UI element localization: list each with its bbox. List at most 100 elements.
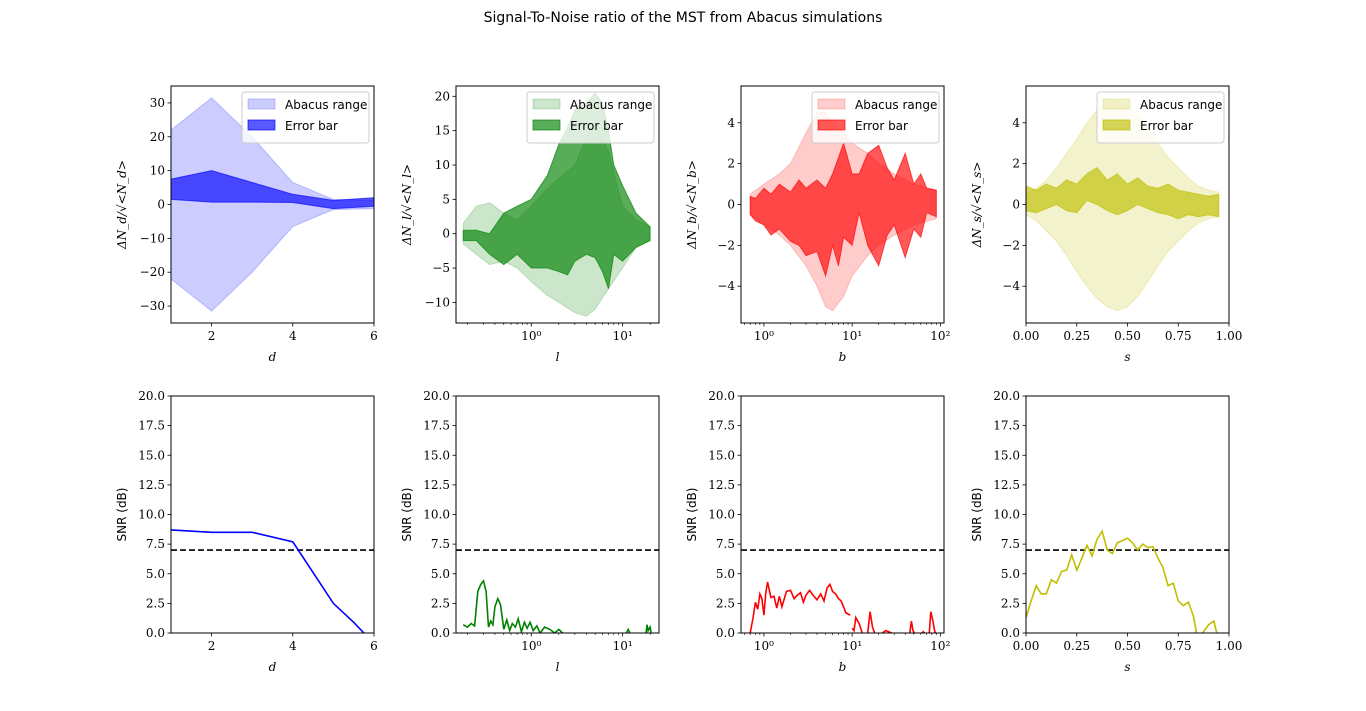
legend-swatch [1102, 119, 1131, 131]
snr-line-segment [851, 615, 863, 633]
legend-swatch [817, 98, 846, 110]
legend-label: Error bar [570, 119, 623, 133]
legend: Abacus range Error bar [811, 91, 940, 144]
y-tick-label: −4 [717, 279, 735, 293]
x-tick-label: 0.50 [1114, 639, 1141, 653]
y-tick-label: 0 [1012, 198, 1020, 212]
y-tick-label: 4 [727, 116, 735, 130]
y-tick-label: 20.0 [993, 389, 1020, 403]
y-tick-label: −10 [425, 295, 450, 309]
y-tick-label: 15 [435, 124, 450, 138]
y-axis-label: ΔN_d/√<N_d> [115, 160, 129, 250]
y-tick-label: 10.0 [423, 508, 450, 522]
y-axis-label: SNR (dB) [970, 488, 984, 542]
snr-line-segment [866, 611, 876, 633]
x-axis-label: s [1124, 350, 1130, 364]
snr-line-segment [881, 629, 892, 633]
y-tick-label: 20 [150, 130, 165, 144]
snr-line-segment [625, 627, 631, 633]
x-tick-label: 4 [289, 639, 297, 653]
figure-title: Signal-To-Noise ratio of the MST from Ab… [483, 10, 883, 26]
legend: Abacus range Error bar [1096, 91, 1225, 144]
y-tick-label: 15.0 [993, 448, 1020, 462]
x-axis-label: s [1124, 660, 1130, 674]
x-tick-label: 10⁰ [754, 329, 774, 343]
y-tick-label: 7.5 [431, 537, 450, 551]
y-tick-label: −10 [140, 231, 165, 245]
x-axis-label: b [839, 660, 847, 674]
y-tick-label: 20.0 [138, 389, 165, 403]
x-tick-label: 1.00 [1216, 329, 1243, 343]
y-tick-label: 15.0 [138, 448, 165, 462]
legend-swatch [532, 98, 561, 110]
plot-area [456, 549, 659, 633]
y-tick-label: 17.5 [423, 419, 450, 433]
y-tick-label: −2 [1002, 238, 1020, 252]
x-tick-label: 10² [930, 329, 950, 343]
plot-area [741, 549, 944, 633]
axes-frame [455, 85, 660, 324]
y-tick-label: 17.5 [708, 419, 735, 433]
y-tick-label: 10.0 [708, 508, 735, 522]
y-tick-label: 12.5 [138, 478, 165, 492]
x-tick-label: 0.25 [1063, 329, 1090, 343]
x-axis-label: b [839, 350, 847, 364]
y-tick-label: 2 [1012, 157, 1020, 171]
y-tick-label: 2.5 [431, 596, 450, 610]
y-tick-label: 15.0 [708, 448, 735, 462]
x-tick-label: 10¹ [842, 329, 862, 343]
snr-line-segment [928, 611, 937, 633]
panel-d-snr: 0.0 2.5 5.0 7.5 10.0 12.5 15.0 17.5 20.0 2 4 6 d SNR … [115, 389, 378, 674]
panel-b-top: −4 −2 0 2 4 10⁰ 10¹ 10² b ΔN_b/√<N_b> Abacus range… [685, 85, 951, 364]
x-tick-label: 0.50 [1114, 329, 1141, 343]
y-tick-label: 2 [727, 157, 735, 171]
panel-b-snr: 0.0 2.5 5.0 7.5 10.0 12.5 15.0 17.5 20.0 10⁰ 10¹ 10… [685, 389, 951, 674]
legend-swatch [1102, 98, 1131, 110]
y-tick-label: 30 [150, 96, 165, 110]
y-tick-label: 2.5 [146, 596, 165, 610]
snr-line-segment [909, 620, 916, 633]
y-tick-label: 20.0 [708, 389, 735, 403]
snr-line-segment [1026, 529, 1198, 633]
x-axis-label: l [556, 350, 560, 364]
y-tick-label: 5.0 [431, 567, 450, 581]
x-axis-label: l [556, 660, 560, 674]
x-axis-label: d [269, 350, 277, 364]
panel-l-snr: 0.0 2.5 5.0 7.5 10.0 12.5 15.0 17.5 20.0 10⁰ 10¹ l S… [400, 389, 660, 674]
plot-area [1026, 99, 1220, 312]
legend-swatch [532, 119, 561, 131]
legend-label: Abacus range [285, 98, 367, 112]
y-tick-label: 10 [150, 164, 165, 178]
y-tick-label: 4 [1012, 116, 1020, 130]
legend: Abacus range Error bar [241, 91, 370, 144]
legend-label: Abacus range [570, 98, 652, 112]
x-tick-label: 10² [930, 639, 950, 653]
x-tick-label: 0.25 [1063, 639, 1090, 653]
legend-swatch [247, 98, 276, 110]
y-tick-label: 0.0 [146, 626, 165, 640]
x-tick-label: 10⁰ [521, 639, 541, 653]
snr-line-segment [645, 624, 652, 633]
plot-area [171, 97, 374, 312]
y-tick-label: 10 [435, 158, 450, 172]
y-tick-label: 0 [157, 198, 165, 212]
legend-label: Error bar [285, 119, 338, 133]
error-bar-band [1026, 167, 1220, 220]
x-tick-label: 10⁰ [521, 329, 541, 343]
axes-frame [1025, 395, 1230, 634]
x-tick-label: 0.75 [1165, 329, 1192, 343]
y-tick-label: 5.0 [716, 567, 735, 581]
y-tick-label: 7.5 [1001, 537, 1020, 551]
y-axis-label: ΔN_l/√<N_l> [400, 164, 414, 246]
y-tick-label: 12.5 [993, 478, 1020, 492]
y-axis-label: ΔN_s/√<N_s> [970, 162, 984, 249]
x-tick-label: 10⁰ [754, 639, 774, 653]
snr-line-segment [171, 529, 365, 633]
x-tick-label: 10¹ [842, 639, 862, 653]
plot-area [1026, 529, 1229, 633]
y-tick-label: −20 [140, 265, 165, 279]
x-tick-label: 10¹ [613, 639, 633, 653]
y-tick-label: 5.0 [1001, 567, 1020, 581]
legend-swatch [817, 119, 846, 131]
y-tick-label: 17.5 [993, 419, 1020, 433]
